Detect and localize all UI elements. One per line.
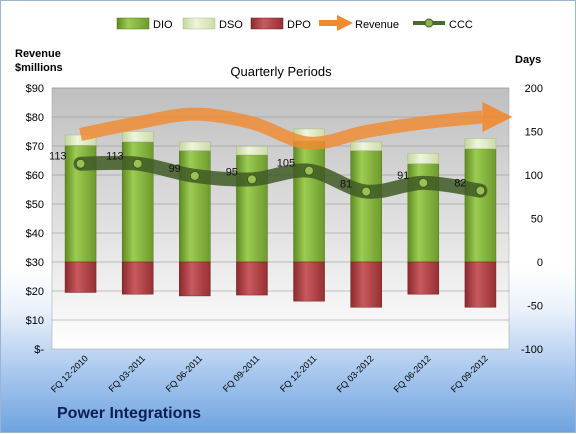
ccc-point (246, 174, 257, 185)
y-right-tick-label: -100 (521, 344, 543, 356)
ccc-data-label: 113 (49, 151, 67, 163)
y-right-label: Days (515, 54, 541, 66)
ccc-point (189, 170, 200, 181)
x-category-label: FQ 09-2011 (221, 353, 262, 394)
company-title: Power Integrations (57, 405, 202, 422)
dso-bar (464, 138, 497, 150)
svg-text:Revenue: Revenue (355, 19, 399, 31)
y-left-tick-label: $20 (26, 286, 44, 298)
revenue-arrow-head (482, 102, 513, 132)
ccc-line (73, 155, 488, 199)
dso-bar (236, 146, 268, 156)
dpo-bar (350, 261, 382, 308)
y-left-label-line1: Revenue (15, 48, 61, 60)
svg-text:CCC: CCC (449, 19, 473, 31)
dso-bar (350, 141, 382, 151)
legend-item-dio: DIO (116, 17, 173, 31)
y-right-tick-label: 150 (525, 127, 543, 139)
dpo-bar (64, 261, 97, 293)
dio-bar (464, 148, 497, 263)
svg-text:DIO: DIO (153, 19, 173, 31)
dio-bar (293, 140, 325, 263)
y-left-tick-label: $70 (26, 141, 44, 153)
x-category-label: FQ 06-2012 (392, 353, 433, 394)
ccc-data-labels: 113 113 99 95 105 81 91 82 (49, 151, 466, 191)
dso-bar (64, 134, 97, 146)
ccc-data-label: 105 (277, 158, 295, 170)
y-right-tick-label: 200 (525, 83, 543, 95)
svg-text:DSO: DSO (219, 19, 243, 31)
dpo-bar (293, 261, 325, 302)
y-right-tick-label: 50 (531, 214, 543, 226)
y-left-tick-label: $90 (26, 83, 44, 95)
ccc-data-label: 81 (340, 179, 352, 191)
dpo-bar (179, 261, 211, 297)
ccc-point (361, 186, 372, 197)
ccc-data-label: 95 (226, 166, 238, 178)
legend-item-dpo: DPO (250, 17, 311, 31)
ccc-point (475, 185, 486, 196)
legend-item-dso: DSO (182, 17, 243, 31)
y-left-tick-label: $30 (26, 257, 44, 269)
y-right-ticks: 200 150 100 50 0 -50 -100 (521, 83, 543, 356)
ccc-point (418, 177, 429, 188)
legend: DIO DSO DPO Revenue CCC (116, 15, 473, 31)
revenue-arrow (79, 102, 513, 150)
dpo-bar (407, 261, 440, 295)
dpo-bar (121, 261, 154, 295)
y-left-tick-label: $80 (26, 112, 44, 124)
dpo-bar (236, 261, 268, 296)
dso-bar (407, 153, 440, 164)
y-left-label-line2: $millions (15, 62, 63, 74)
y-left-tick-label: $40 (26, 228, 44, 240)
dso-bar (179, 141, 211, 151)
x-category-label: FQ 06-2011 (164, 353, 205, 394)
y-left-tick-label: $50 (26, 199, 44, 211)
y-left-tick-label: $10 (26, 315, 44, 327)
dpo-bar (464, 261, 497, 308)
ccc-data-label: 99 (169, 163, 181, 175)
y-left-tick-label: $60 (26, 170, 44, 182)
ccc-data-label: 82 (454, 178, 466, 190)
x-category-label: FQ 03-2011 (107, 353, 148, 394)
legend-item-revenue: Revenue (319, 15, 399, 31)
x-category-label: FQ 12-2011 (278, 353, 319, 394)
svg-text:DPO: DPO (287, 19, 311, 31)
ccc-data-label: 113 (106, 151, 124, 163)
dio-bar (350, 150, 382, 263)
x-category-label: FQ 12-2010 (49, 353, 90, 394)
chart-title: Quarterly Periods (230, 64, 332, 79)
ccc-point (132, 158, 143, 169)
ccc-point (75, 158, 86, 169)
y-right-tick-label: 100 (525, 170, 543, 182)
legend-item-ccc: CCC (413, 18, 473, 31)
dso-bar (121, 131, 154, 143)
x-category-label: FQ 03-2012 (335, 353, 376, 394)
x-category-labels: FQ 12-2010 FQ 03-2011 FQ 06-2011 FQ 09-2011… (49, 353, 490, 394)
ccc-point (304, 165, 315, 176)
y-left-tick-label: $- (34, 344, 44, 356)
x-category-label: FQ 09-2012 (449, 353, 490, 394)
revenue-arrow-shaft (79, 107, 484, 150)
y-right-tick-label: 0 (537, 257, 543, 269)
ccc-data-label: 91 (397, 170, 409, 182)
y-right-tick-label: -50 (527, 301, 543, 313)
y-left-ticks: $90 $80 $70 $60 $50 $40 $30 $20 $10 $- (26, 83, 45, 356)
